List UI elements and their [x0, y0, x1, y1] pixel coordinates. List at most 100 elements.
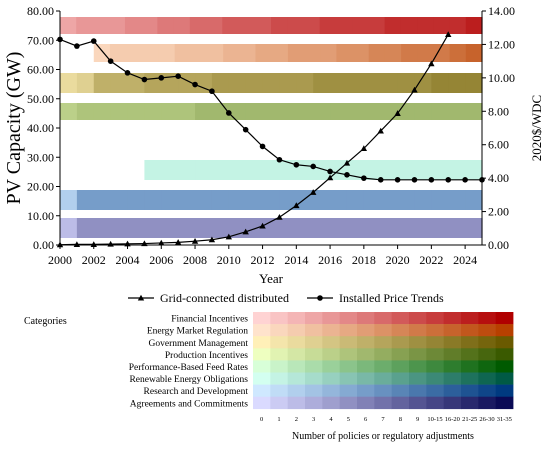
key-cell-5-6 [357, 372, 375, 385]
key-cell-7-11 [443, 396, 462, 410]
band-cell-1-3 [142, 44, 160, 62]
band-cell-6-8 [195, 218, 213, 238]
band-cell-2-15 [313, 73, 331, 93]
key-cell-2-11 [443, 336, 462, 349]
key-cell-0-13 [478, 312, 497, 325]
band-cell-0-19 [368, 17, 386, 34]
series-line-1 [59, 38, 482, 181]
key-cell-7-6 [357, 396, 375, 410]
series-point-1-6 [158, 75, 165, 81]
band-cell-3-10 [228, 103, 247, 120]
key-cell-6-0 [253, 384, 271, 397]
band-cell-6-5 [144, 218, 162, 238]
band-cell-4-13 [363, 160, 382, 180]
band-cell-3-23 [448, 103, 466, 120]
legend-marker-1 [317, 295, 323, 301]
x-tick-label: 2000 [48, 253, 72, 267]
key-cell-0-2 [287, 312, 306, 325]
x-tick-label: 2010 [217, 253, 241, 267]
band-cell-2-17 [346, 73, 365, 93]
key-cell-6-4 [322, 384, 341, 397]
key-cell-1-3 [305, 324, 323, 337]
band-cell-3-22 [431, 103, 449, 120]
series-point-0-22 [428, 60, 435, 67]
left-axis-title: PV Capacity (GW) [3, 52, 25, 205]
key-category-label: Government Management [149, 339, 249, 349]
key-cell-5-12 [461, 372, 479, 385]
band-cell-6-6 [161, 218, 179, 238]
key-cell-4-4 [322, 360, 341, 373]
band-cell-2-0 [60, 73, 78, 93]
band-cell-6-18 [363, 218, 382, 238]
key-cell-2-3 [305, 336, 323, 349]
band-cell-4-5 [228, 160, 247, 180]
key-cell-5-8 [391, 372, 410, 385]
band-cell-0-4 [124, 17, 142, 34]
x-tick-label: 2024 [453, 253, 477, 267]
series-point-1-24 [462, 177, 468, 183]
key-category-label: Financial Incentives [171, 315, 248, 325]
legend-label: Installed Price Trends [339, 291, 444, 305]
key-cell-3-14 [495, 348, 514, 361]
key-cell-0-14 [495, 312, 514, 325]
key-cell-6-13 [478, 384, 497, 397]
key-cell-5-2 [287, 372, 306, 385]
band-cell-4-0 [144, 160, 162, 180]
band-cell-0-5 [141, 17, 158, 34]
key-cell-1-1 [270, 324, 289, 337]
series-point-0-19 [377, 127, 384, 134]
key-cell-3-6 [357, 348, 375, 361]
series-point-1-11 [242, 126, 249, 133]
key-scale-label: 31-35 [497, 416, 512, 423]
key-cell-4-1 [270, 360, 289, 373]
right-tick-label: 12.00 [488, 37, 515, 51]
x-tick-label: 2004 [116, 253, 140, 267]
series-point-0-23 [445, 31, 452, 37]
band-cell-4-12 [346, 160, 365, 180]
left-tick-label: 80.00 [27, 4, 54, 18]
key-category-label: Energy Market Regulation [147, 327, 248, 337]
x-tick-label: 2014 [284, 253, 308, 267]
band-cell-2-12 [262, 73, 281, 93]
band-cell-4-2 [178, 160, 196, 180]
key-cell-2-8 [391, 336, 410, 349]
band-cell-1-17 [368, 44, 386, 62]
band-cell-3-7 [178, 103, 196, 120]
band-cell-2-8 [195, 73, 213, 93]
key-cell-3-8 [391, 348, 410, 361]
key-cell-0-5 [339, 312, 358, 325]
key-cell-5-3 [305, 372, 323, 385]
band-cell-0-1 [76, 17, 94, 34]
key-scale-label: 10-15 [427, 416, 442, 423]
key-cell-4-3 [305, 360, 323, 373]
key-cell-5-1 [270, 372, 289, 385]
series-point-0-4 [124, 240, 131, 247]
x-tick-label: 2018 [352, 253, 376, 267]
key-cell-7-12 [461, 396, 479, 410]
left-tick-label: 30.00 [27, 150, 54, 164]
right-tick-label: 0.00 [488, 238, 509, 252]
band-cell-3-15 [313, 103, 331, 120]
series-point-1-12 [259, 143, 266, 150]
series-point-0-18 [360, 145, 368, 152]
band-cell-5-5 [144, 190, 162, 210]
band-cell-0-8 [189, 17, 207, 34]
key-cell-1-10 [426, 324, 445, 337]
band-cell-0-13 [271, 17, 288, 34]
key-cell-1-2 [287, 324, 306, 337]
band-cell-2-16 [330, 73, 348, 93]
band-cell-0-22 [417, 17, 434, 34]
series-point-1-4 [124, 70, 131, 76]
key-cell-3-4 [322, 348, 341, 361]
band-cell-5-16 [330, 190, 348, 210]
key-scale-label: 2 [295, 416, 298, 423]
band-cell-0-9 [206, 17, 223, 34]
band-cell-5-17 [346, 190, 365, 210]
band-cell-0-14 [287, 17, 305, 34]
series-point-1-14 [293, 161, 300, 168]
band-cell-4-7 [262, 160, 281, 180]
band-cell-0-11 [238, 17, 256, 34]
band-cell-3-3 [110, 103, 129, 120]
band-cell-3-21 [414, 103, 432, 120]
